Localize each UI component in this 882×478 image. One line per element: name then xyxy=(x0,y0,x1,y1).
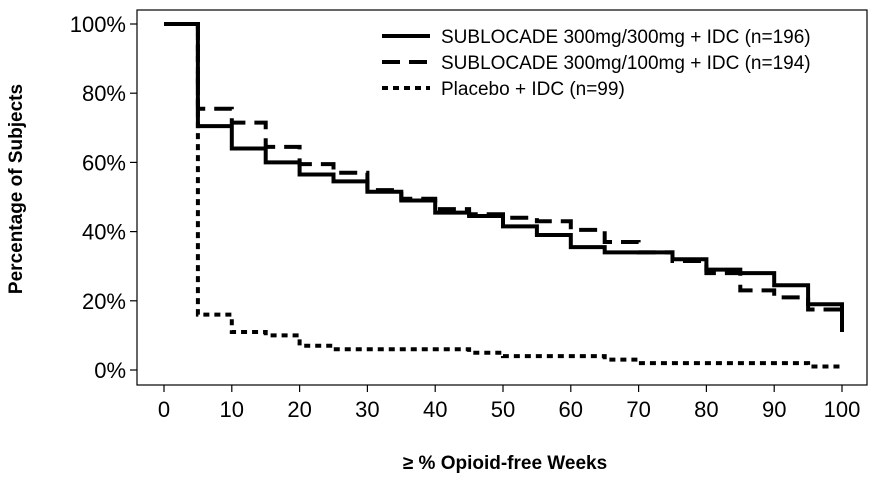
x-tick-label: 90 xyxy=(762,397,786,422)
legend-label: Placebo + IDC (n=99) xyxy=(441,79,625,100)
y-tick-label: 60% xyxy=(82,150,126,175)
x-tick-label: 50 xyxy=(491,397,515,422)
y-tick-label: 0% xyxy=(94,358,126,383)
x-tick-label: 70 xyxy=(626,397,650,422)
plot-frame xyxy=(136,9,868,386)
x-tick-label: 60 xyxy=(559,397,583,422)
x-tick-label: 40 xyxy=(423,397,447,422)
legend: SUBLOCADE 300mg/300mg + IDC (n=196) SUBLO… xyxy=(382,27,811,100)
x-tick-label: 80 xyxy=(694,397,718,422)
x-tick-label: 100 xyxy=(824,397,861,422)
y-tick-label: 40% xyxy=(82,220,126,245)
series-layer xyxy=(164,22,844,369)
x-axis-title: ≥ % Opioid-free Weeks xyxy=(403,453,607,474)
x-axis: 0 10 20 30 40 50 60 70 80 90 100 xyxy=(158,385,860,422)
y-tick-label: 80% xyxy=(82,81,126,106)
legend-label: SUBLOCADE 300mg/100mg + IDC (n=194) xyxy=(441,53,811,74)
series-line-dashed xyxy=(164,22,844,319)
series-line-dotted xyxy=(164,22,842,369)
y-tick-label: 20% xyxy=(82,289,126,314)
x-tick-label: 20 xyxy=(287,397,311,422)
y-tick-label: 100% xyxy=(70,12,126,37)
y-axis-title: Percentage of Subjects xyxy=(6,84,27,294)
legend-label: SUBLOCADE 300mg/300mg + IDC (n=196) xyxy=(441,27,811,48)
x-tick-label: 0 xyxy=(158,397,170,422)
y-axis: 0% 20% 40% 60% 80% 100% xyxy=(70,12,137,383)
x-tick-label: 10 xyxy=(220,397,244,422)
x-tick-label: 30 xyxy=(355,397,379,422)
